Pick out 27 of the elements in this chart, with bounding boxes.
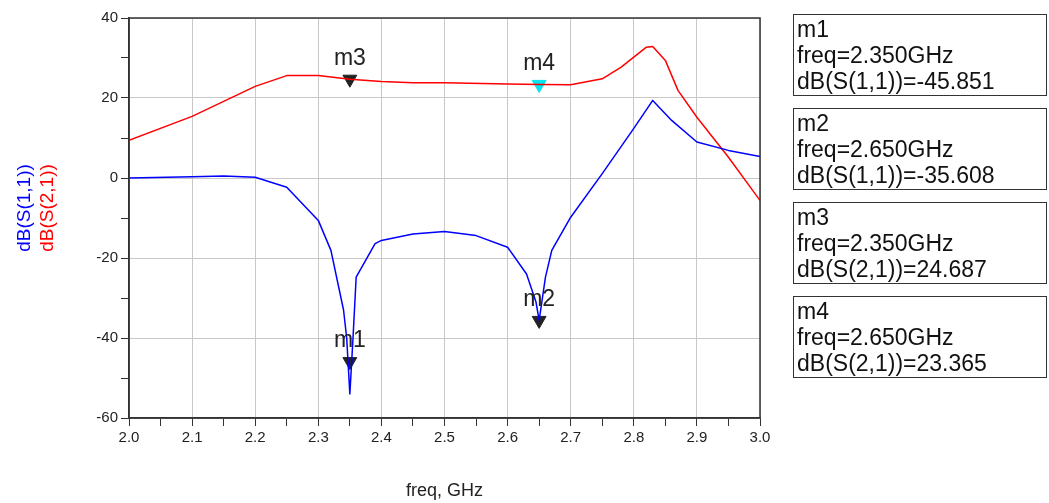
x-tick-label: 2.7 xyxy=(560,428,582,446)
x-tick-label: 2.4 xyxy=(370,428,392,446)
x-tick-label: 2.1 xyxy=(181,428,203,446)
text: m1 freq=2.350GHz dB(S(1,1))=-45.851 xyxy=(793,14,1047,96)
y-tick-label: -40 xyxy=(96,328,118,346)
x-tick-label: 2.9 xyxy=(686,428,708,446)
y-tick-label: 0 xyxy=(109,168,118,186)
x-tick-label: 2.5 xyxy=(434,428,455,446)
text: m3 freq=2.350GHz dB(S(2,1))=24.687 xyxy=(793,202,1047,284)
x-tick-label: 2.6 xyxy=(497,428,519,446)
x-tick-label: 2.2 xyxy=(244,428,266,446)
text: dB(S(2,1)) xyxy=(36,164,58,252)
y-tick-label: -60 xyxy=(96,408,118,426)
y-tick-label: -20 xyxy=(96,248,118,266)
text: m2 freq=2.650GHz dB(S(1,1))=-35.608 xyxy=(793,108,1047,190)
point xyxy=(531,79,547,93)
data-label: m3 xyxy=(333,44,366,71)
y-tick-label: 40 xyxy=(101,8,118,26)
y-tick-label: 20 xyxy=(101,88,118,106)
x-tick-label: 2.0 xyxy=(118,428,140,446)
text: dB(S(1,1)) xyxy=(13,164,35,252)
x-axis-title: freq, GHz xyxy=(405,479,484,500)
x-tick-label: 2.3 xyxy=(307,428,329,446)
data-label: m4 xyxy=(523,49,556,76)
x-tick-label: 2.8 xyxy=(623,428,645,446)
x-tick-label: 3.0 xyxy=(749,428,771,446)
text: m4 freq=2.650GHz dB(S(2,1))=23.365 xyxy=(793,296,1047,378)
